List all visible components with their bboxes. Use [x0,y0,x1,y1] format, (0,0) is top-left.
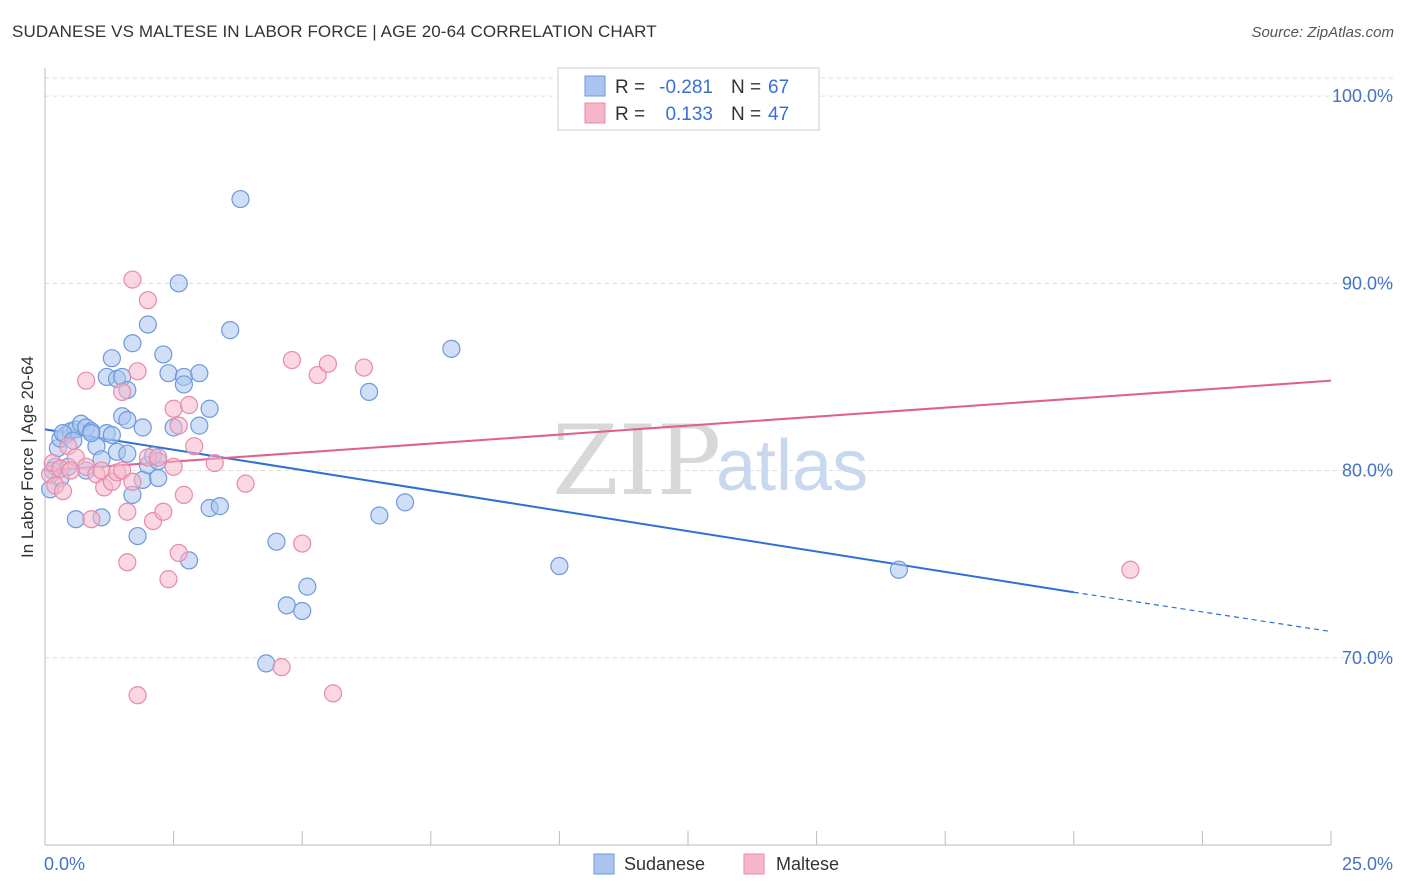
sudanese-point-54 [359,382,379,402]
sudanese-point-53 [298,577,317,596]
maltese-point-45 [1121,560,1140,579]
legend-r-label-maltese: R = [615,104,645,125]
maltese-point-18 [118,502,137,521]
bottom-legend-swatch-maltese [743,853,765,875]
maltese-point-8 [77,371,96,390]
grid-lines [45,77,1393,659]
sudanese-point-24 [118,444,137,463]
maltese-point-44 [354,358,374,377]
sudanese-point-46 [210,497,229,516]
legend-n-label-sudanese: N = [731,77,761,98]
maltese-point-28 [159,570,178,589]
maltese-point-38 [272,658,291,677]
maltese-point-19 [123,270,142,289]
sudanese-point-23 [118,410,137,430]
sudanese-point-59 [889,560,909,579]
maltese-point-34 [179,395,199,415]
maltese-point-39 [282,350,302,370]
maltese-point-15 [113,382,132,402]
sudanese-point-38 [169,274,188,293]
maltese-point-21 [128,362,147,381]
y-tick-labels: 70.0% 80.0% 90.0% 100.0% [1332,86,1393,668]
bottom-legend-swatch-sudanese [593,853,615,875]
sudanese-point-40 [174,375,193,394]
sudanese-point-26 [128,526,147,546]
sudanese-point-62 [82,423,101,443]
bottom-legend-label-maltese: Maltese [776,854,839,874]
maltese-point-16 [113,461,132,480]
sudanese-point-34 [138,315,157,334]
y-tick-label-80: 80.0% [1342,461,1393,481]
sudanese-point-51 [277,596,296,615]
chart-source: Source: ZipAtlas.com [1251,24,1394,41]
sudanese-point-50 [267,532,286,551]
sudanese-point-58 [550,556,569,576]
maltese-point-30 [164,399,183,418]
sudanese-point-43 [190,364,209,383]
y-tick-label-100: 100.0% [1332,86,1393,106]
maltese-point-17 [118,553,137,572]
trend-line-maltese [44,379,1332,472]
maltese-point-22 [128,686,147,705]
maltese-point-27 [154,502,173,521]
maltese-point-9 [82,510,101,529]
legend-n-value-sudanese: 67 [768,77,789,98]
legend-swatch-sudanese [584,75,606,97]
sudanese-point-60 [66,510,85,529]
watermark-atlas: atlas [716,426,868,506]
sudanese-point-49 [257,654,276,673]
sudanese-point-44 [200,399,219,418]
legend-r-value-sudanese: -0.281 [659,77,713,98]
maltese-point-20 [123,472,142,491]
legend-n-value-maltese: 47 [768,104,789,125]
maltese-point-43 [323,684,343,703]
sudanese-point-31 [149,468,168,488]
maltese-point-31 [169,416,188,435]
maltese-point-26 [149,448,168,467]
y-axis-label: In Labor Force | Age 20-64 [18,356,37,558]
maltese-point-46 [61,461,80,480]
maltese-point-41 [308,365,327,385]
maltese-point-37 [236,474,255,493]
maltese-point-33 [174,485,193,504]
sudanese-point-56 [395,493,415,512]
series-legend: Sudanese Maltese [593,853,839,875]
maltese-point-23 [138,291,157,310]
bottom-legend-label-sudanese: Sudanese [624,854,705,874]
sudanese-point-15 [102,425,121,445]
correlation-legend: R = -0.281 N = 67 R = 0.133 N = 47 [557,67,820,131]
sudanese-point-42 [190,416,209,435]
legend-r-value-maltese: 0.133 [665,104,713,125]
trend-line-sudanese-extension [1073,591,1332,633]
sudanese-point-17 [102,349,121,368]
watermark-zip: ZIP [552,405,721,517]
maltese-point-29 [164,457,183,476]
sudanese-point-57 [442,339,461,358]
sudanese-point-55 [370,506,389,525]
maltese-point-4 [53,482,73,501]
sudanese-point-33 [123,334,142,353]
y-tick-label-70: 70.0% [1342,648,1393,668]
sudanese-point-52 [293,601,312,621]
maltese-points [41,270,1140,705]
x-tick-label-min: 0.0% [44,854,85,874]
legend-r-label-sudanese: R = [615,77,645,98]
sudanese-point-28 [133,418,152,437]
maltese-point-32 [169,543,188,563]
maltese-point-42 [318,354,338,373]
y-tick-label-90: 90.0% [1342,273,1393,293]
legend-swatch-maltese [584,102,606,124]
x-tick-label-max: 25.0% [1342,854,1393,874]
chart-title: SUDANESE VS MALTESE IN LABOR FORCE | AGE… [12,22,657,41]
legend-n-label-maltese: N = [731,104,761,125]
sudanese-point-35 [154,345,173,364]
maltese-point-35 [185,437,204,456]
x-tick-marks [44,831,1332,845]
maltese-point-40 [293,534,312,553]
sudanese-point-48 [231,189,250,209]
maltese-point-36 [205,453,224,473]
sudanese-point-47 [221,321,240,340]
sudanese-point-36 [159,364,178,383]
